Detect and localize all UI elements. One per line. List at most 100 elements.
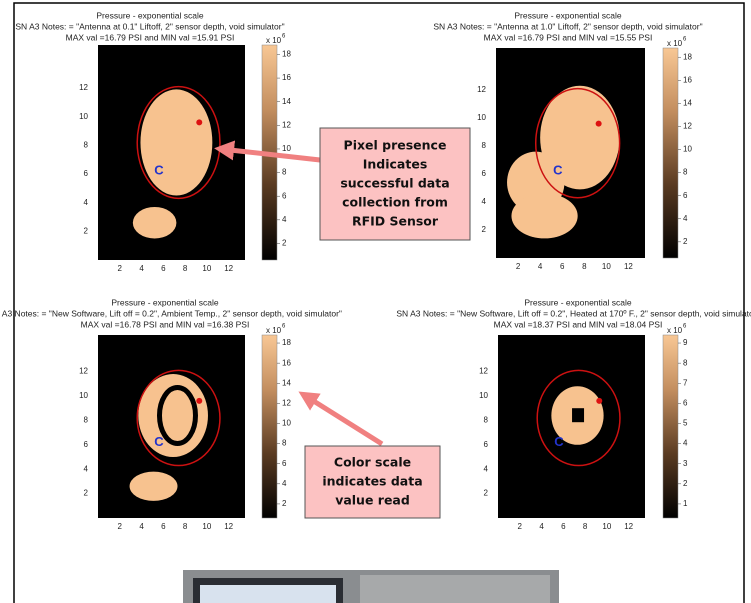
colorbar-tick-label: 10 [282, 144, 291, 153]
y-tick-label: 2 [482, 225, 487, 234]
x-tick-label: 8 [183, 522, 188, 531]
colorbar-exponent: 6 [683, 324, 687, 330]
x-tick-label: 6 [560, 262, 565, 271]
x-tick-label: 12 [224, 264, 233, 273]
sensor-marker: C [154, 434, 164, 449]
x-tick-label: 10 [202, 264, 211, 273]
y-tick-label: 6 [484, 440, 489, 449]
y-tick-label: 8 [84, 416, 89, 425]
panel-title: Pressure - exponential scale [96, 10, 204, 20]
void [572, 408, 584, 422]
colorbar [663, 335, 678, 518]
y-tick-label: 12 [479, 367, 488, 376]
colorbar-tick-label: 10 [282, 419, 291, 428]
y-tick-label: 2 [484, 489, 489, 498]
page: Pressure - exponential scale SN A3 Notes:… [0, 0, 751, 603]
y-tick-label: 6 [482, 169, 487, 178]
x-tick-label: 8 [183, 264, 188, 273]
callout-arrow [312, 400, 382, 444]
y-tick-label: 2 [84, 226, 89, 235]
colorbar-tick-label: 5 [683, 419, 688, 428]
colorbar-tick-label: 14 [282, 378, 291, 387]
callout-text: successful data [340, 176, 449, 191]
figure: Pressure - exponential scale SN A3 Notes:… [0, 0, 751, 603]
panel-range: MAX val =16.78 PSI and MIN val =16.38 PS… [81, 319, 250, 329]
panel-range: MAX val =18.37 PSI and MIN val =18.04 PS… [494, 319, 663, 329]
pixel-region [133, 207, 177, 239]
y-tick-label: 4 [482, 197, 487, 206]
x-tick-label: 2 [518, 522, 523, 531]
pixel-region [140, 89, 212, 195]
x-tick-label: 4 [539, 522, 544, 531]
sensor-dot [196, 398, 202, 404]
colorbar-tick-label: 8 [282, 168, 287, 177]
sensor-marker: C [554, 434, 564, 449]
y-tick-label: 2 [84, 489, 89, 498]
x-tick-label: 6 [161, 264, 166, 273]
y-tick-label: 10 [79, 391, 88, 400]
callout-text: indicates data [322, 474, 422, 489]
callout-text: Color scale [334, 455, 411, 470]
callout-text: RFID Sensor [352, 214, 439, 229]
callout-text: collection from [342, 195, 448, 210]
x-tick-label: 10 [602, 522, 611, 531]
colorbar-tick-label: 14 [282, 97, 291, 106]
panel-title: Pressure - exponential scale [524, 297, 632, 307]
x-tick-label: 2 [516, 262, 521, 271]
colorbar-tick-label: 8 [683, 358, 688, 367]
colorbar-tick-label: 1 [683, 499, 688, 508]
x-tick-label: 12 [224, 522, 233, 531]
colorbar-multiplier: x 10 [667, 326, 683, 335]
colorbar-exponent: 6 [282, 34, 286, 40]
y-tick-label: 6 [84, 169, 89, 178]
y-tick-label: 12 [477, 85, 486, 94]
panel-notes: SN A3 Notes: = "New Software, Lift off =… [0, 308, 342, 318]
y-tick-label: 6 [84, 440, 89, 449]
x-tick-label: 6 [161, 522, 166, 531]
sensor-dot [596, 398, 602, 404]
panel-range: MAX val =16.79 PSI and MIN val =15.91 PS… [66, 32, 235, 42]
colorbar-tick-label: 2 [683, 237, 688, 246]
photo [183, 570, 559, 603]
colorbar-tick-label: 4 [683, 214, 688, 223]
colorbar-tick-label: 4 [282, 479, 287, 488]
colorbar-tick-label: 4 [683, 439, 688, 448]
colorbar-tick-label: 3 [683, 459, 688, 468]
y-tick-label: 4 [84, 464, 89, 473]
colorbar-tick-label: 8 [683, 168, 688, 177]
sensor-marker: C [553, 163, 563, 178]
y-tick-label: 4 [484, 464, 489, 473]
y-tick-label: 10 [479, 391, 488, 400]
colorbar-tick-label: 12 [282, 120, 291, 129]
x-tick-label: 4 [538, 262, 543, 271]
colorbar-tick-label: 4 [282, 215, 287, 224]
colorbar-exponent: 6 [282, 324, 286, 330]
pixel-region [511, 194, 577, 239]
panel-title: Pressure - exponential scale [514, 10, 622, 20]
callout-text: value read [335, 493, 410, 508]
sensor-dot [196, 119, 202, 125]
colorbar-exponent: 6 [683, 37, 687, 43]
sensor-dot [596, 121, 602, 127]
colorbar-tick-label: 10 [683, 145, 692, 154]
y-tick-label: 8 [484, 416, 489, 425]
colorbar-multiplier: x 10 [266, 36, 282, 45]
x-tick-label: 8 [583, 522, 588, 531]
colorbar-tick-label: 16 [282, 73, 291, 82]
pixel-region [130, 472, 178, 501]
colorbar-tick-label: 12 [683, 122, 692, 131]
callout-text: Indicates [363, 157, 428, 172]
callout: Color scale indicates data value read [305, 400, 440, 518]
colorbar-tick-label: 16 [683, 75, 692, 84]
sensor-marker: C [154, 163, 164, 178]
x-tick-label: 6 [561, 522, 566, 531]
y-tick-label: 8 [482, 141, 487, 150]
panel: Pressure - exponential scaleSN A3 Notes:… [433, 10, 702, 271]
colorbar-tick-label: 18 [683, 52, 692, 61]
x-tick-label: 12 [624, 262, 633, 271]
colorbar-tick-label: 12 [282, 398, 291, 407]
y-tick-label: 10 [477, 113, 486, 122]
callout-text: Pixel presence [344, 138, 447, 153]
